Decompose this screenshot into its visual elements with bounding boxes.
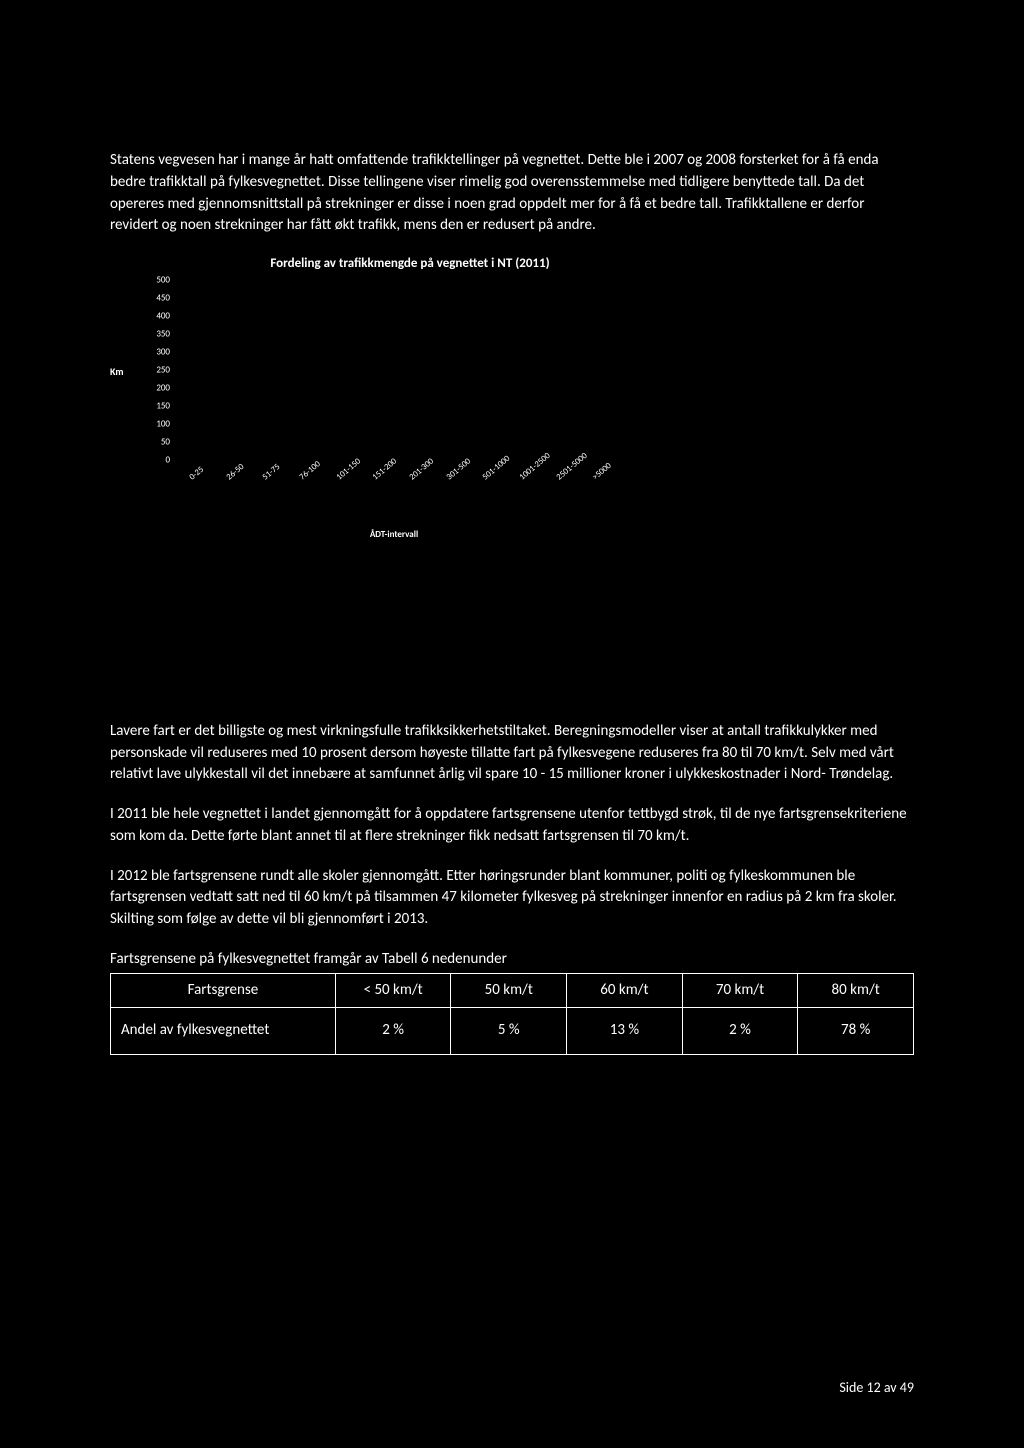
- chart-container: Fordeling av trafikkmengde på vegnettet …: [130, 255, 650, 541]
- chart-y-tick: 300: [138, 345, 170, 358]
- chart-y-axis-label: Km: [110, 365, 124, 380]
- table-cell: 2 %: [335, 1008, 451, 1055]
- chart-y-tick: 400: [138, 309, 170, 322]
- table-value-row: Andel av fylkesvegnettet 2 % 5 % 13 % 2 …: [111, 1008, 914, 1055]
- chart-x-axis-label: ÅDT-intervall: [174, 528, 614, 541]
- chart-y-tick: 100: [138, 417, 170, 430]
- chart-y-ticks: 050100150200250300350400450500: [138, 280, 170, 460]
- chart-plot-area: [174, 280, 614, 460]
- chart-y-tick: 200: [138, 381, 170, 394]
- table-cell: 5 %: [451, 1008, 567, 1055]
- chart-y-tick: 50: [138, 435, 170, 448]
- chart-x-tick: 26-50: [224, 461, 247, 483]
- chart-x-tick: 76-100: [297, 458, 323, 483]
- table-cell: 78 %: [798, 1008, 914, 1055]
- table-caption: Fartsgrensene på fylkesvegnettet framgår…: [110, 949, 914, 971]
- chart-y-tick: 0: [138, 453, 170, 466]
- table-col-header: 60 km/t: [567, 973, 683, 1008]
- chart-y-tick: 500: [138, 273, 170, 286]
- table-col-header: < 50 km/t: [335, 973, 451, 1008]
- table-row-label: Andel av fylkesvegnettet: [111, 1008, 336, 1055]
- chart-x-tick: >5000: [590, 460, 614, 483]
- table-col-header: 50 km/t: [451, 973, 567, 1008]
- table-col-header: 70 km/t: [682, 973, 798, 1008]
- chart-y-tick: 350: [138, 327, 170, 340]
- speed-limit-table: Fartsgrense < 50 km/t 50 km/t 60 km/t 70…: [110, 973, 914, 1056]
- table-col-header: 80 km/t: [798, 973, 914, 1008]
- table-cell: 13 %: [567, 1008, 683, 1055]
- chart-y-tick: 150: [138, 399, 170, 412]
- chart-x-tick: 0-25: [187, 464, 207, 483]
- chart-title: Fordeling av trafikkmengde på vegnettet …: [170, 255, 650, 274]
- table-header-row: Fartsgrense < 50 km/t 50 km/t 60 km/t 70…: [111, 973, 914, 1008]
- chart-y-tick: 450: [138, 291, 170, 304]
- chart-area: Km 050100150200250300350400450500 0-2526…: [174, 280, 650, 480]
- paragraph-1: Statens vegvesen har i mange år hatt omf…: [110, 150, 914, 237]
- paragraph-4: I 2012 ble fartsgrensene rundt alle skol…: [110, 866, 914, 931]
- chart-y-tick: 250: [138, 363, 170, 376]
- chart-x-tick: 51-75: [260, 461, 283, 483]
- paragraph-3: I 2011 ble hele vegnettet i landet gjenn…: [110, 804, 914, 848]
- chart-x-ticks: 0-2526-5051-7576-100101-150151-200201-30…: [174, 462, 614, 512]
- paragraph-2: Lavere fart er det billigste og mest vir…: [110, 721, 914, 786]
- table-header-label: Fartsgrense: [111, 973, 336, 1008]
- table-cell: 2 %: [682, 1008, 798, 1055]
- page-footer: Side 12 av 49: [839, 1378, 914, 1398]
